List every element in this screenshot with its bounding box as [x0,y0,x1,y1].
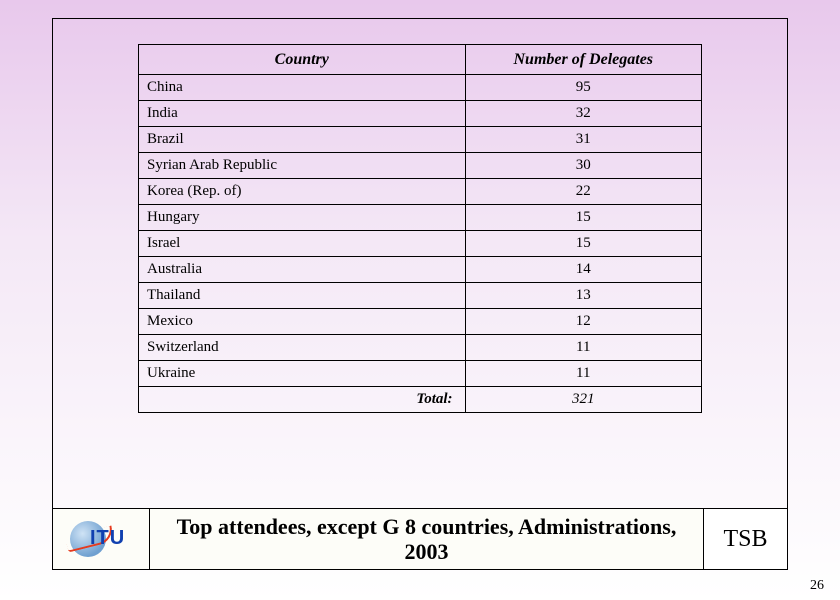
itu-logo-box: ITU [52,508,150,570]
cell-value: 11 [465,361,701,387]
cell-value: 13 [465,283,701,309]
cell-value: 31 [465,127,701,153]
total-value: 321 [465,387,701,413]
cell-country: Korea (Rep. of) [139,179,466,205]
cell-value: 12 [465,309,701,335]
cell-country: Ukraine [139,361,466,387]
footer-area: ITU Top attendees, except G 8 countries,… [52,508,788,570]
cell-country: Brazil [139,127,466,153]
cell-country: Thailand [139,283,466,309]
header-country: Country [139,45,466,75]
total-label: Total: [139,387,466,413]
cell-country: Hungary [139,205,466,231]
cell-country: India [139,101,466,127]
delegates-table: Country Number of Delegates China95India… [138,44,702,413]
cell-country: Syrian Arab Republic [139,153,466,179]
cell-value: 15 [465,205,701,231]
cell-country: Switzerland [139,335,466,361]
cell-value: 30 [465,153,701,179]
table-row: India32 [139,101,702,127]
cell-value: 32 [465,101,701,127]
slide-caption: Top attendees, except G 8 countries, Adm… [150,508,704,570]
tsb-label: TSB [704,508,788,570]
table-row: Korea (Rep. of)22 [139,179,702,205]
table-row: Thailand13 [139,283,702,309]
slide-number: 26 [810,578,824,594]
header-delegates: Number of Delegates [465,45,701,75]
cell-value: 14 [465,257,701,283]
cell-country: Mexico [139,309,466,335]
table-row: Syrian Arab Republic30 [139,153,702,179]
itu-logo: ITU [66,517,136,561]
table-body: China95India32Brazil31Syrian Arab Republ… [139,75,702,413]
table-row: China95 [139,75,702,101]
cell-value: 22 [465,179,701,205]
cell-country: China [139,75,466,101]
table-row: Australia14 [139,257,702,283]
cell-value: 95 [465,75,701,101]
cell-value: 15 [465,231,701,257]
cell-country: Australia [139,257,466,283]
cell-country: Israel [139,231,466,257]
table-row: Ukraine11 [139,361,702,387]
cell-value: 11 [465,335,701,361]
itu-logo-text: ITU [90,527,125,550]
table-row: Israel15 [139,231,702,257]
table-row: Brazil31 [139,127,702,153]
table-header-row: Country Number of Delegates [139,45,702,75]
table-row: Mexico12 [139,309,702,335]
table-row: Switzerland11 [139,335,702,361]
table-row: Hungary15 [139,205,702,231]
table-total-row: Total:321 [139,387,702,413]
